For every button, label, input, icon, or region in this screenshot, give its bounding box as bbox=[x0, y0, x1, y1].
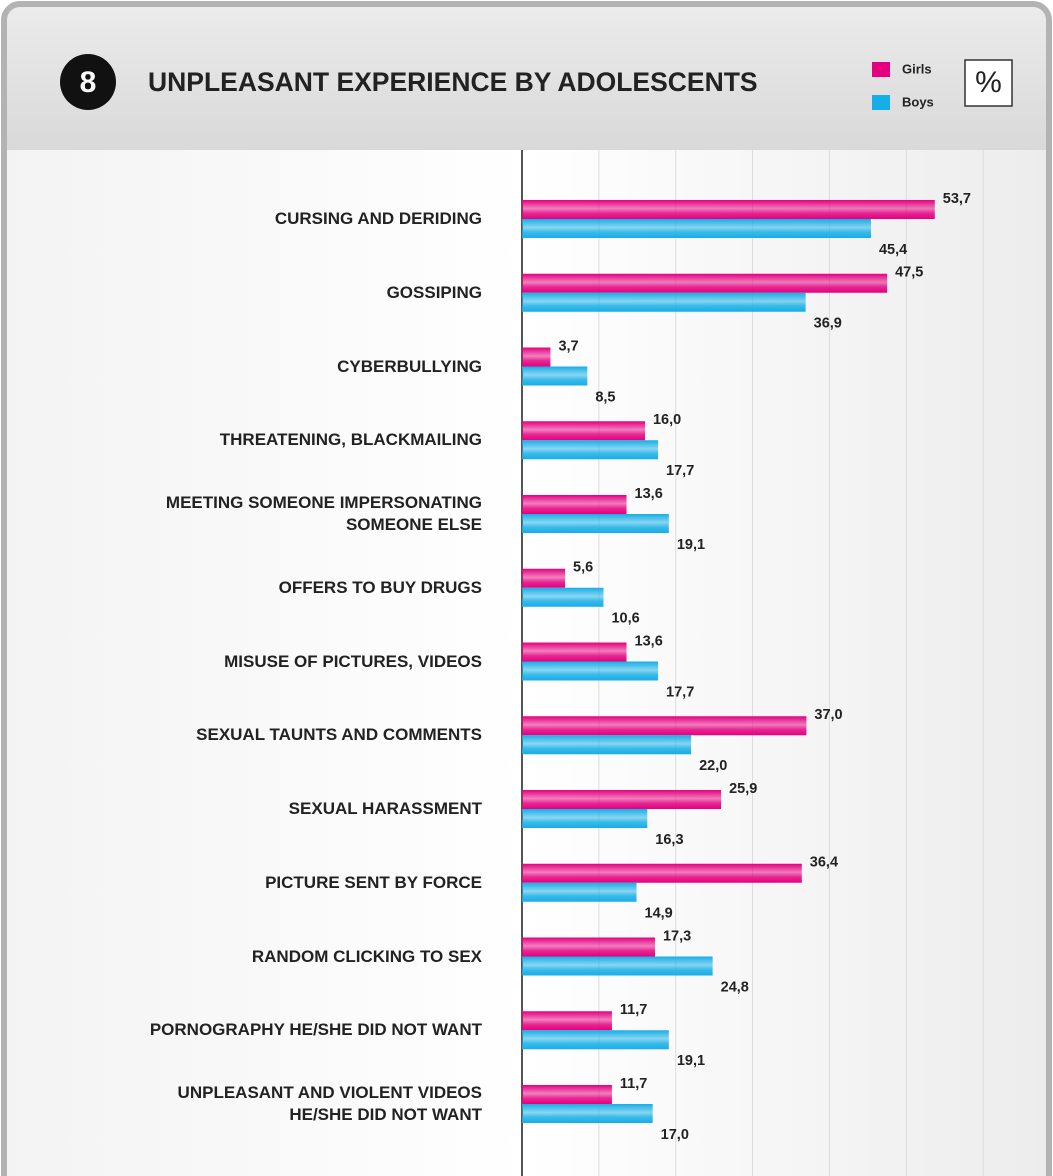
value-label: 8,5 bbox=[595, 389, 615, 405]
legend-label: Girls bbox=[902, 61, 932, 76]
bar bbox=[522, 568, 566, 588]
value-label: 37,0 bbox=[814, 707, 842, 723]
bar bbox=[522, 273, 888, 293]
bar bbox=[522, 882, 637, 902]
value-label: 10,6 bbox=[611, 611, 639, 627]
category-label: RANDOM CLICKING TO SEX bbox=[251, 946, 482, 966]
value-label: 19,1 bbox=[677, 537, 705, 553]
bar bbox=[522, 292, 806, 312]
badge-number: 8 bbox=[80, 66, 97, 99]
bar bbox=[522, 735, 692, 755]
bar bbox=[522, 421, 645, 441]
bar bbox=[522, 219, 871, 238]
bar bbox=[522, 495, 627, 514]
value-label: 13,6 bbox=[635, 486, 663, 502]
category-label: MISUSE OF PICTURES, VIDEOS bbox=[224, 651, 482, 671]
category-label: GOSSIPING bbox=[386, 282, 482, 302]
value-label: 3,7 bbox=[558, 338, 578, 354]
unit-box bbox=[964, 59, 1013, 107]
category-label: THREATENING, BLACKMAILING bbox=[219, 430, 482, 450]
bar bbox=[522, 1085, 612, 1104]
value-label: 14,9 bbox=[645, 906, 673, 922]
value-label: 24,8 bbox=[721, 979, 749, 995]
value-label: 11,7 bbox=[620, 1002, 647, 1018]
category-label: OFFERS TO BUY DRUGS bbox=[278, 577, 482, 597]
bar bbox=[522, 366, 588, 386]
value-label: 17,7 bbox=[666, 684, 694, 700]
value-label: 19,1 bbox=[677, 1053, 705, 1069]
bars: 53,745,447,536,93,78,516,017,713,619,15,… bbox=[522, 191, 971, 1143]
value-label: 36,4 bbox=[810, 855, 838, 871]
bar bbox=[522, 642, 627, 662]
category-label: SEXUAL TAUNTS AND COMMENTS bbox=[196, 725, 482, 745]
value-label: 5,6 bbox=[573, 560, 593, 576]
category-label: PORNOGRAPHY HE/SHE DID NOT WANT bbox=[149, 1020, 482, 1040]
bar bbox=[522, 716, 807, 736]
category-label: UNPLEASANT AND VIOLENT VIDEOS HE/SHE DID… bbox=[177, 1083, 482, 1124]
unit-label: % bbox=[975, 66, 1002, 99]
value-label: 16,0 bbox=[653, 412, 681, 428]
value-label: 13,6 bbox=[635, 633, 663, 649]
value-label: 25,9 bbox=[729, 781, 757, 797]
chart-title: UNPLEASANT EXPERIENCE BY ADOLESCENTS bbox=[148, 67, 758, 97]
badge bbox=[60, 54, 116, 110]
bar bbox=[522, 661, 659, 681]
value-label: 17,3 bbox=[663, 928, 691, 944]
bar bbox=[522, 347, 551, 367]
category-label: MEETING SOMEONE IMPERSONATING SOMEONE EL… bbox=[165, 493, 482, 534]
bar bbox=[522, 200, 935, 219]
legend-swatch bbox=[872, 95, 890, 110]
bar bbox=[522, 1011, 612, 1031]
bar bbox=[522, 790, 722, 809]
legend-label: Boys bbox=[902, 94, 934, 109]
value-label: 36,9 bbox=[814, 316, 842, 332]
bar bbox=[522, 587, 604, 607]
value-label: 11,7 bbox=[620, 1076, 647, 1092]
bar bbox=[522, 863, 802, 883]
category-label: CYBERBULLYING bbox=[337, 356, 482, 376]
bar bbox=[522, 956, 713, 976]
value-label: 17,0 bbox=[661, 1127, 689, 1143]
bar bbox=[522, 514, 669, 533]
value-label: 45,4 bbox=[879, 242, 907, 258]
value-label: 17,7 bbox=[666, 463, 694, 479]
bar bbox=[522, 1030, 669, 1050]
value-label: 22,0 bbox=[699, 758, 727, 774]
category-label: SEXUAL HARASSMENT bbox=[288, 799, 482, 818]
bar bbox=[522, 937, 655, 957]
category-label: PICTURE SENT BY FORCE bbox=[265, 872, 482, 892]
value-label: 53,7 bbox=[943, 191, 971, 207]
value-label: 47,5 bbox=[895, 265, 923, 281]
legend-swatch bbox=[872, 62, 890, 77]
bar bbox=[522, 809, 648, 828]
bar bbox=[522, 1104, 653, 1123]
category-label: CURSING AND DERIDING bbox=[274, 209, 482, 228]
bar bbox=[522, 440, 659, 460]
value-label: 16,3 bbox=[655, 832, 683, 848]
